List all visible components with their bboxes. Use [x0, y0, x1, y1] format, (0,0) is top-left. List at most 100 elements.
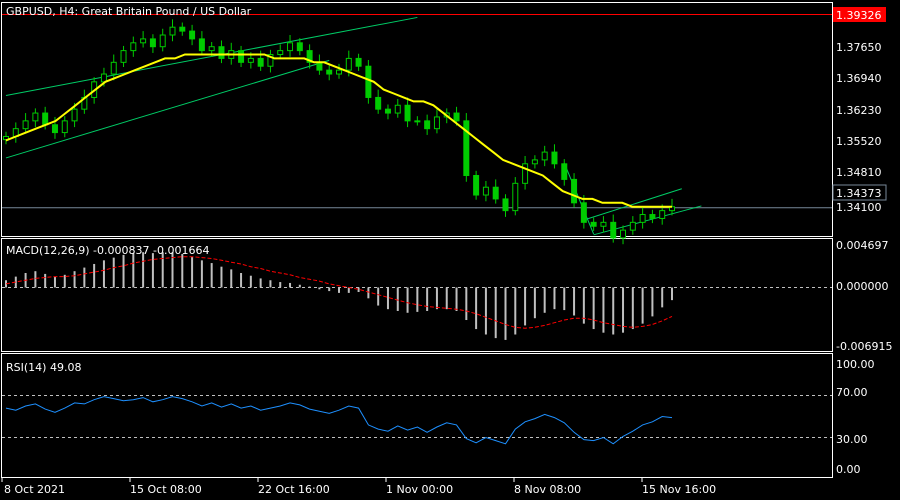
price-chart-title: GBPUSD, H4: Great Britain Pound / US Dol… [6, 5, 252, 18]
candle-body [492, 186, 499, 200]
candle-body [531, 159, 538, 165]
rsi-plot-area[interactable] [2, 395, 832, 445]
candle-body [51, 124, 58, 134]
candle-body [512, 182, 519, 212]
price-scale: 1.37650 1.36940 1.36230 1.35520 1.34810 … [832, 7, 887, 214]
candle-body [649, 214, 656, 219]
time-tick-label: 8 Oct 2021 [4, 483, 65, 496]
time-tick-label: 15 Oct 08:00 [130, 483, 202, 496]
candle-body [404, 104, 411, 122]
candle-body [71, 108, 78, 122]
candle-body [159, 34, 166, 48]
macd-tick-label: 0.004697 [836, 239, 889, 252]
candle-body [394, 104, 401, 114]
candle-body [316, 61, 323, 71]
candle-body [189, 30, 196, 40]
candle-body [247, 57, 254, 63]
candle-body [267, 54, 274, 67]
candle-body [384, 108, 391, 114]
candle-body [659, 210, 666, 219]
high-price-tag [833, 7, 886, 22]
candle-body [473, 175, 480, 196]
macd-title: MACD(12,26,9) -0.000837 -0.001664 [6, 244, 209, 257]
candle-body [306, 50, 313, 63]
candle-body [238, 50, 245, 63]
time-tick-label: 15 Nov 16:00 [642, 483, 716, 496]
candle-body [639, 214, 646, 223]
candle-body [208, 46, 215, 52]
candle-body [629, 221, 636, 231]
rsi-tick-label: 100.00 [836, 358, 875, 371]
candle-body [502, 198, 509, 212]
candle-body [257, 57, 264, 67]
candle-body [463, 120, 470, 177]
candle-body [326, 69, 333, 75]
rsi-tick-label: 30.00 [836, 433, 868, 446]
rsi-scale: 100.00 70.00 30.00 0.00 [836, 358, 875, 476]
macd-tick-label: -0.006915 [836, 340, 892, 353]
price-tick-label: 1.35520 [836, 135, 882, 148]
macd-tick-label: 0.000000 [836, 280, 889, 293]
price-pane-frame [1, 2, 833, 237]
candle-body [551, 151, 558, 165]
time-tick-label: 22 Oct 16:00 [258, 483, 330, 496]
candle-body [355, 57, 362, 67]
rsi-tick-label: 70.00 [836, 386, 868, 399]
time-tick-label: 8 Nov 08:00 [514, 483, 581, 496]
rsi-pane-frame [1, 353, 833, 478]
candle-body [375, 96, 382, 110]
current-price-tag [832, 184, 887, 201]
candle-body [179, 26, 186, 32]
candle-body [561, 163, 568, 180]
candle-body [433, 116, 440, 130]
time-tick-label: 1 Nov 00:00 [386, 483, 453, 496]
candle-body [277, 50, 284, 56]
candle-body [414, 120, 421, 123]
candle-body [424, 120, 431, 130]
candle-body [32, 112, 39, 122]
macd-scale: 0.004697 0.000000 -0.006915 [836, 239, 892, 353]
price-tick-label: 1.34810 [836, 166, 882, 179]
candle-body [365, 65, 372, 98]
price-tick-label: 1.34100 [836, 201, 882, 214]
candle-body [61, 120, 68, 134]
price-plot-area[interactable] [2, 13, 832, 245]
price-tick-label: 1.36940 [836, 72, 882, 85]
channel-lower-line [5, 59, 330, 159]
price-tick-label: 1.37650 [836, 41, 882, 54]
price-tick-label: 1.36230 [836, 104, 882, 117]
moving-average-line [5, 53, 672, 208]
candle-body [580, 202, 587, 223]
candle-body [453, 112, 460, 122]
candle-body [610, 221, 617, 239]
candle-body [287, 42, 294, 52]
time-axis: 8 Oct 2021 15 Oct 08:00 22 Oct 16:00 1 N… [1, 478, 716, 496]
candle-body [42, 112, 49, 126]
channel-upper-line [583, 188, 682, 221]
candle-body [140, 38, 147, 44]
candle-body [345, 57, 352, 71]
macd-plot-area[interactable] [2, 252, 832, 340]
candle-body [482, 186, 489, 196]
rsi-tick-label: 0.00 [836, 463, 861, 476]
candle-body [198, 38, 205, 52]
candle-body [110, 61, 117, 75]
current-price-label: 1.34373 [836, 187, 882, 200]
candle-body [296, 42, 303, 52]
high-price-label: 1.39326 [836, 9, 882, 22]
candle-body [218, 46, 225, 59]
macd-pane-frame [1, 238, 833, 352]
candle-body [336, 69, 342, 75]
candle-body [22, 120, 29, 130]
macd-signal-line [5, 256, 673, 329]
candle-body [169, 26, 176, 36]
rsi-title: RSI(14) 49.08 [6, 361, 81, 374]
candle-body [120, 50, 127, 63]
candle-body [130, 42, 137, 52]
candle-body [149, 38, 156, 48]
rsi-line [5, 396, 673, 445]
candle-body [541, 151, 548, 161]
candle-body [571, 178, 578, 204]
